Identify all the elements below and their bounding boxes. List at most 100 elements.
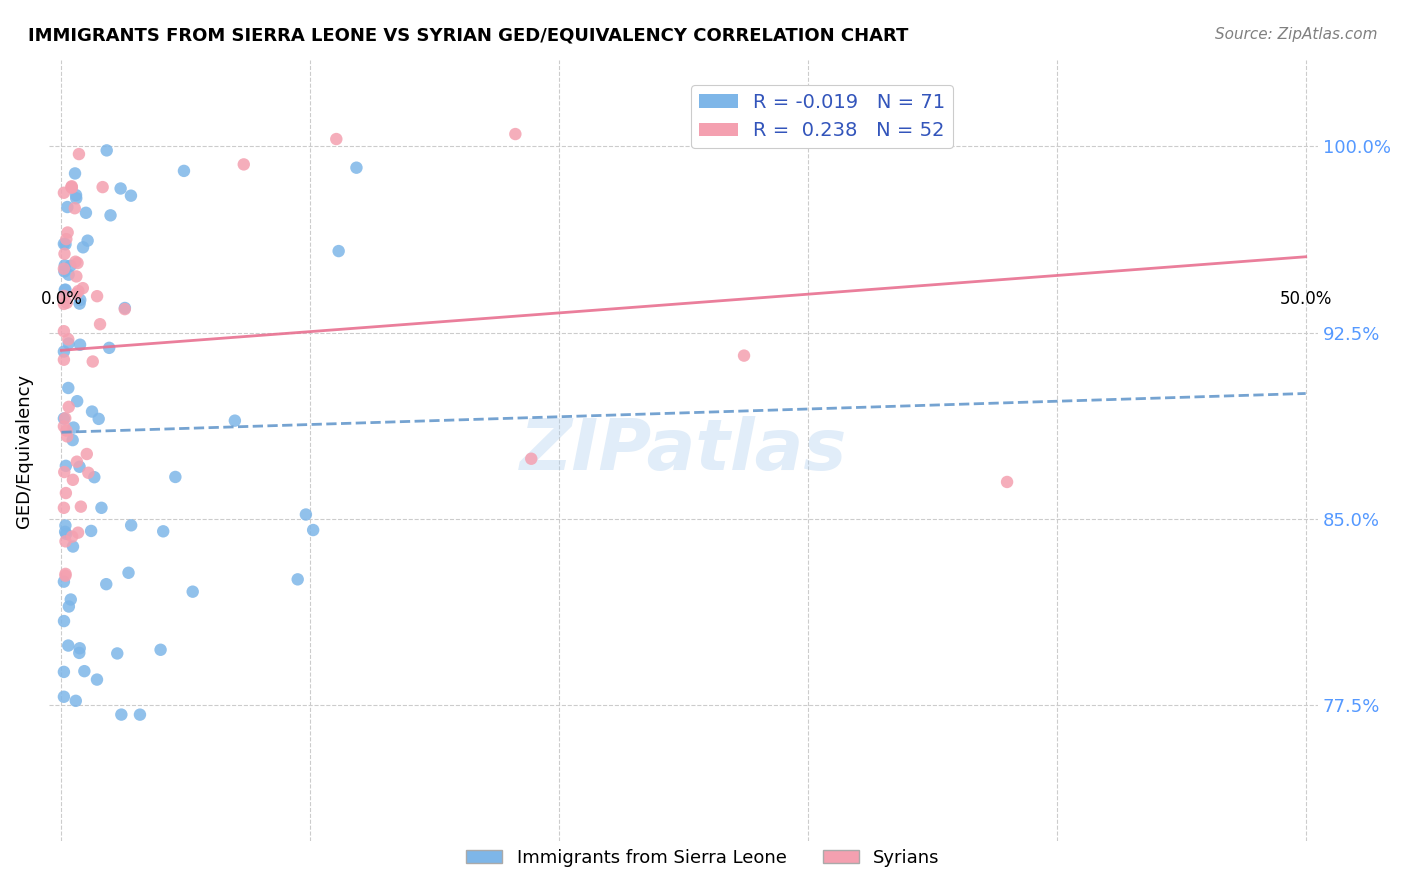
Point [65,269,87,284]
Legend: R = -0.019   N = 71, R =  0.238   N = 52: R = -0.019 N = 71, R = 0.238 N = 52 [690,85,953,148]
Point [55,458,77,473]
Point [56,200,79,214]
Point [65,694,87,708]
Point [52,665,75,679]
Point [96,577,118,591]
Point [55,518,77,533]
Point [110,707,132,722]
Point [77,466,100,480]
Point [66,394,89,409]
Point [55,486,77,500]
Point [90,500,112,515]
Point [73,664,96,678]
Point [53,264,76,278]
Point [105,647,128,661]
Point [53,614,76,628]
Point [67,284,90,298]
Point [86,673,108,687]
Point [232,157,254,171]
Point [55,424,77,438]
Point [52,411,75,425]
Point [56,226,79,240]
Point [52,289,75,303]
Point [70,500,93,514]
Point [58,336,80,351]
Point [76,234,98,248]
Point [75,206,97,220]
Point [65,188,87,202]
Point [69,459,91,474]
Point [66,455,89,469]
Point [505,127,527,141]
Point [53,465,76,479]
Text: Source: ZipAtlas.com: Source: ZipAtlas.com [1215,27,1378,42]
Point [346,161,368,175]
Point [58,381,80,395]
Point [69,293,91,307]
Point [995,475,1018,489]
Legend: Immigrants from Sierra Leone, Syrians: Immigrants from Sierra Leone, Syrians [458,842,948,874]
Point [65,254,87,268]
Point [55,237,77,252]
Point [62,473,84,487]
Point [98,341,121,355]
Point [76,447,98,461]
Point [87,412,110,426]
Point [62,433,84,447]
Point [110,181,132,195]
Point [58,400,80,414]
Point [520,451,543,466]
Point [52,297,75,311]
Point [55,568,77,582]
Point [60,180,83,194]
Point [69,641,91,656]
Point [52,236,75,251]
Point [60,180,83,194]
Point [69,337,91,351]
Point [52,419,75,434]
Point [287,572,309,586]
Point [114,302,136,317]
Point [55,283,77,297]
Point [52,186,75,200]
Point [100,208,122,222]
Point [733,349,755,363]
Point [67,646,90,660]
Point [67,525,90,540]
Point [58,599,80,614]
Point [55,534,77,549]
Point [53,258,76,272]
Point [52,690,75,704]
Point [83,470,105,484]
Point [86,289,108,303]
Text: 0.0%: 0.0% [41,290,83,309]
Point [62,420,84,434]
Point [91,180,114,194]
Point [53,247,76,261]
Point [55,295,77,310]
Point [325,132,347,146]
Point [58,639,80,653]
Point [165,470,187,484]
Point [72,281,94,295]
Point [55,526,77,541]
Point [72,240,94,254]
Point [96,144,118,158]
Point [129,707,152,722]
Point [52,344,75,359]
Point [295,508,318,522]
Point [114,301,136,315]
Point [59,259,82,273]
Point [67,147,90,161]
Point [65,191,87,205]
Point [63,166,86,180]
Point [152,524,174,539]
Point [52,574,75,589]
Point [89,317,111,331]
Point [80,524,103,538]
Point [65,286,87,301]
Point [52,261,75,276]
Point [62,540,84,554]
Point [120,188,142,202]
Text: 50.0%: 50.0% [1279,290,1331,309]
